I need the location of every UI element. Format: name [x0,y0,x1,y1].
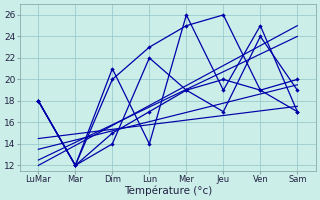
X-axis label: Température (°c): Température (°c) [124,185,212,196]
